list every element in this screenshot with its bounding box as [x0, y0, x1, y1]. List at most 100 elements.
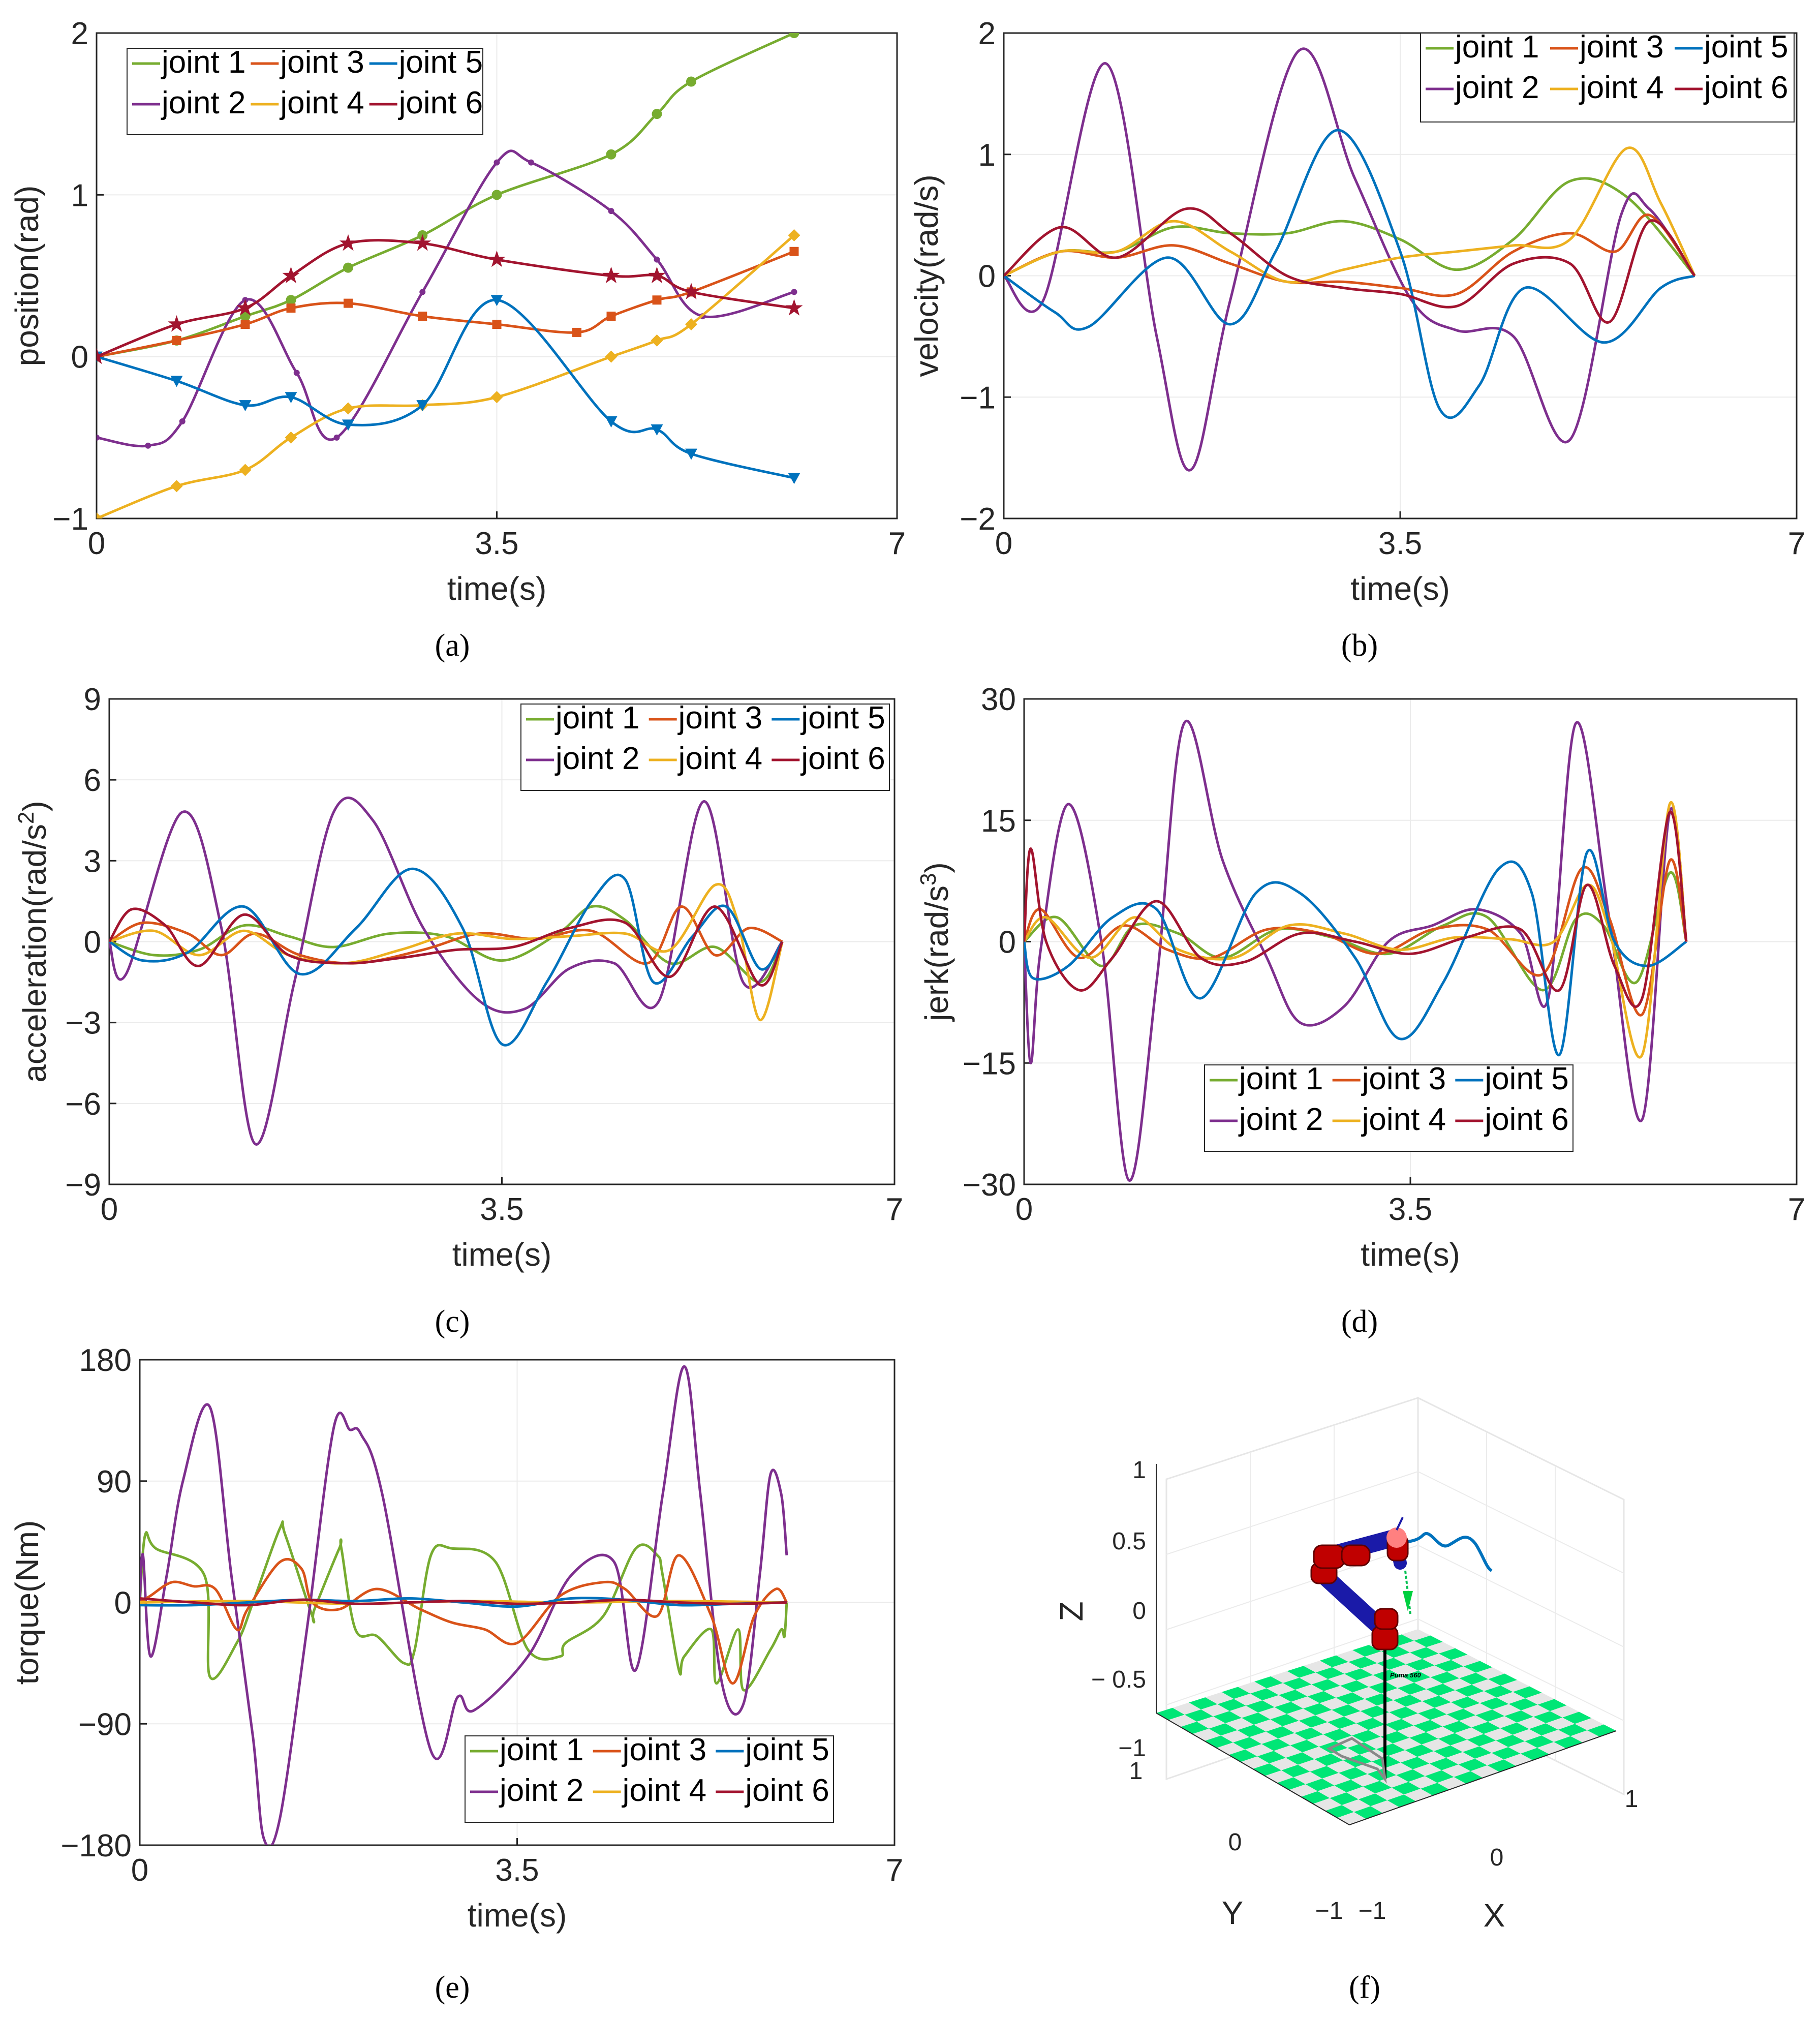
caption-d: (d): [1341, 1304, 1378, 1339]
floor-tile: [1302, 1747, 1331, 1759]
floor-tile: [1459, 1672, 1489, 1685]
floor-tile: [1340, 1723, 1369, 1736]
wall-gridline: [1417, 1618, 1624, 1721]
y-tick-label: 3: [84, 844, 101, 879]
y-tick-label: 0: [999, 925, 1016, 960]
floor-tile: [1286, 1708, 1316, 1721]
legend: joint 1 joint 3 joint 5 joint 2 joint 4 joint…: [1204, 1061, 1574, 1152]
floor-tile: [1405, 1744, 1434, 1757]
marker-joint-1: [286, 295, 296, 305]
floor-tile: [1430, 1671, 1460, 1684]
series-line-joint-2: [109, 797, 784, 1146]
floor-tile: [1520, 1748, 1550, 1760]
floor-tile: [1412, 1763, 1442, 1777]
floor-tile: [1401, 1629, 1431, 1641]
legend-label-joint-4: joint 4: [622, 1773, 706, 1808]
legend-box: [1204, 1064, 1574, 1152]
floor-tile: [1328, 1673, 1357, 1686]
floor-tile: [1358, 1793, 1387, 1807]
legend-label-joint-5: joint 5: [744, 1732, 829, 1767]
end-effector-sphere: [1386, 1527, 1407, 1548]
series-line-joint-6: [1024, 810, 1688, 1008]
floor-tile: [1295, 1684, 1324, 1697]
x-tick-label: 7: [1788, 1192, 1805, 1227]
floor-tile: [1508, 1698, 1538, 1710]
floor-tile: [1387, 1794, 1416, 1808]
floor-tile: [1546, 1717, 1575, 1730]
x-tick-label: 1: [1625, 1786, 1639, 1813]
floor-tile: [1344, 1711, 1373, 1724]
floor-tile: [1298, 1759, 1327, 1772]
floor-tile: [1414, 1677, 1443, 1690]
panel-d-jerk: 0 3.5 7 −30 −15 0 15 30 time(s) jerk(rad/s3) joint…: [916, 682, 1805, 1273]
floor-tile: [1570, 1730, 1600, 1743]
z-tick-label: 0.5: [1112, 1528, 1146, 1555]
x-tick-label: −1: [1359, 1898, 1386, 1924]
marker-joint-3: [572, 327, 581, 337]
floor-tile: [1267, 1683, 1295, 1695]
floor-tile: [1352, 1687, 1381, 1699]
legend-box: [1420, 33, 1795, 123]
floor-tile: [1209, 1723, 1238, 1736]
z-tick-label: 0: [1132, 1598, 1146, 1625]
floor-tile: [1381, 1688, 1410, 1700]
floor-tile: [1397, 1725, 1426, 1738]
marker-joint-2: [419, 289, 426, 295]
y-tick-label: 90: [97, 1464, 132, 1500]
legend-label-joint-3: joint 3: [677, 700, 762, 736]
floor-tile: [1575, 1718, 1604, 1730]
caption-f: (f): [1349, 1970, 1380, 2005]
wall-gridline: [1417, 1545, 1624, 1647]
floor-tile: [1404, 1788, 1433, 1801]
floor-tile: [1314, 1753, 1343, 1766]
marker-joint-4: [239, 464, 252, 476]
floor-tile: [1562, 1711, 1592, 1724]
tool-cone: [1403, 1591, 1413, 1611]
marker-joint-5: [490, 295, 503, 307]
floor-tile: [1381, 1646, 1410, 1658]
wall-gridline: [1166, 1545, 1418, 1630]
floor-tile: [1422, 1695, 1451, 1708]
floor-tile: [1393, 1652, 1423, 1665]
marker-joint-1: [343, 262, 353, 273]
y-tick-label: 15: [981, 804, 1016, 839]
floor-tile: [1402, 1670, 1431, 1683]
floor-tile: [1410, 1689, 1439, 1701]
floor-tile: [1400, 1757, 1430, 1769]
legend-label-joint-6: joint 6: [744, 1773, 829, 1808]
x-tick-label: 3.5: [480, 1192, 523, 1227]
marker-joint-2: [293, 370, 300, 376]
y-tick-label: 180: [79, 1343, 132, 1378]
floor-tile: [1438, 1648, 1468, 1660]
wall-gridline: [1166, 1471, 1418, 1555]
marker-joint-4: [651, 334, 663, 347]
floor-tile: [1335, 1735, 1364, 1748]
floor-tile: [1388, 1750, 1417, 1763]
floor-tile: [1299, 1715, 1328, 1728]
legend-label-joint-4: joint 4: [279, 85, 364, 120]
y-axis-label: jerk(rad/s3): [916, 862, 955, 1022]
floor-tile: [1262, 1695, 1291, 1707]
y-axis-label: Y: [1222, 1894, 1244, 1931]
marker-joint-2: [493, 159, 500, 166]
legend-box: [127, 48, 483, 135]
marker-joint-3: [344, 298, 353, 308]
x-axis-label: time(s): [1361, 1236, 1460, 1273]
robot-joints: [1310, 1534, 1409, 1650]
floor-tile: [1537, 1699, 1567, 1711]
caption-b: (b): [1341, 628, 1378, 663]
floor-tile: [1446, 1708, 1476, 1721]
series-line-joint-5: [1004, 129, 1695, 419]
y-tick-label: 1: [1129, 1758, 1143, 1785]
tool-axis-z: [1396, 1517, 1404, 1531]
marker-joint-4: [97, 512, 103, 518]
floor-tile: [1213, 1711, 1242, 1724]
series-group: [140, 1365, 788, 1845]
floor-tile: [1322, 1772, 1351, 1786]
z-axis-label: Z: [1053, 1601, 1090, 1621]
y-tick-label: 0: [978, 259, 996, 294]
floor-tile: [1437, 1777, 1466, 1790]
marker-joint-1: [606, 149, 616, 160]
marker-joint-3: [492, 320, 502, 329]
plot-frame: [96, 32, 898, 519]
